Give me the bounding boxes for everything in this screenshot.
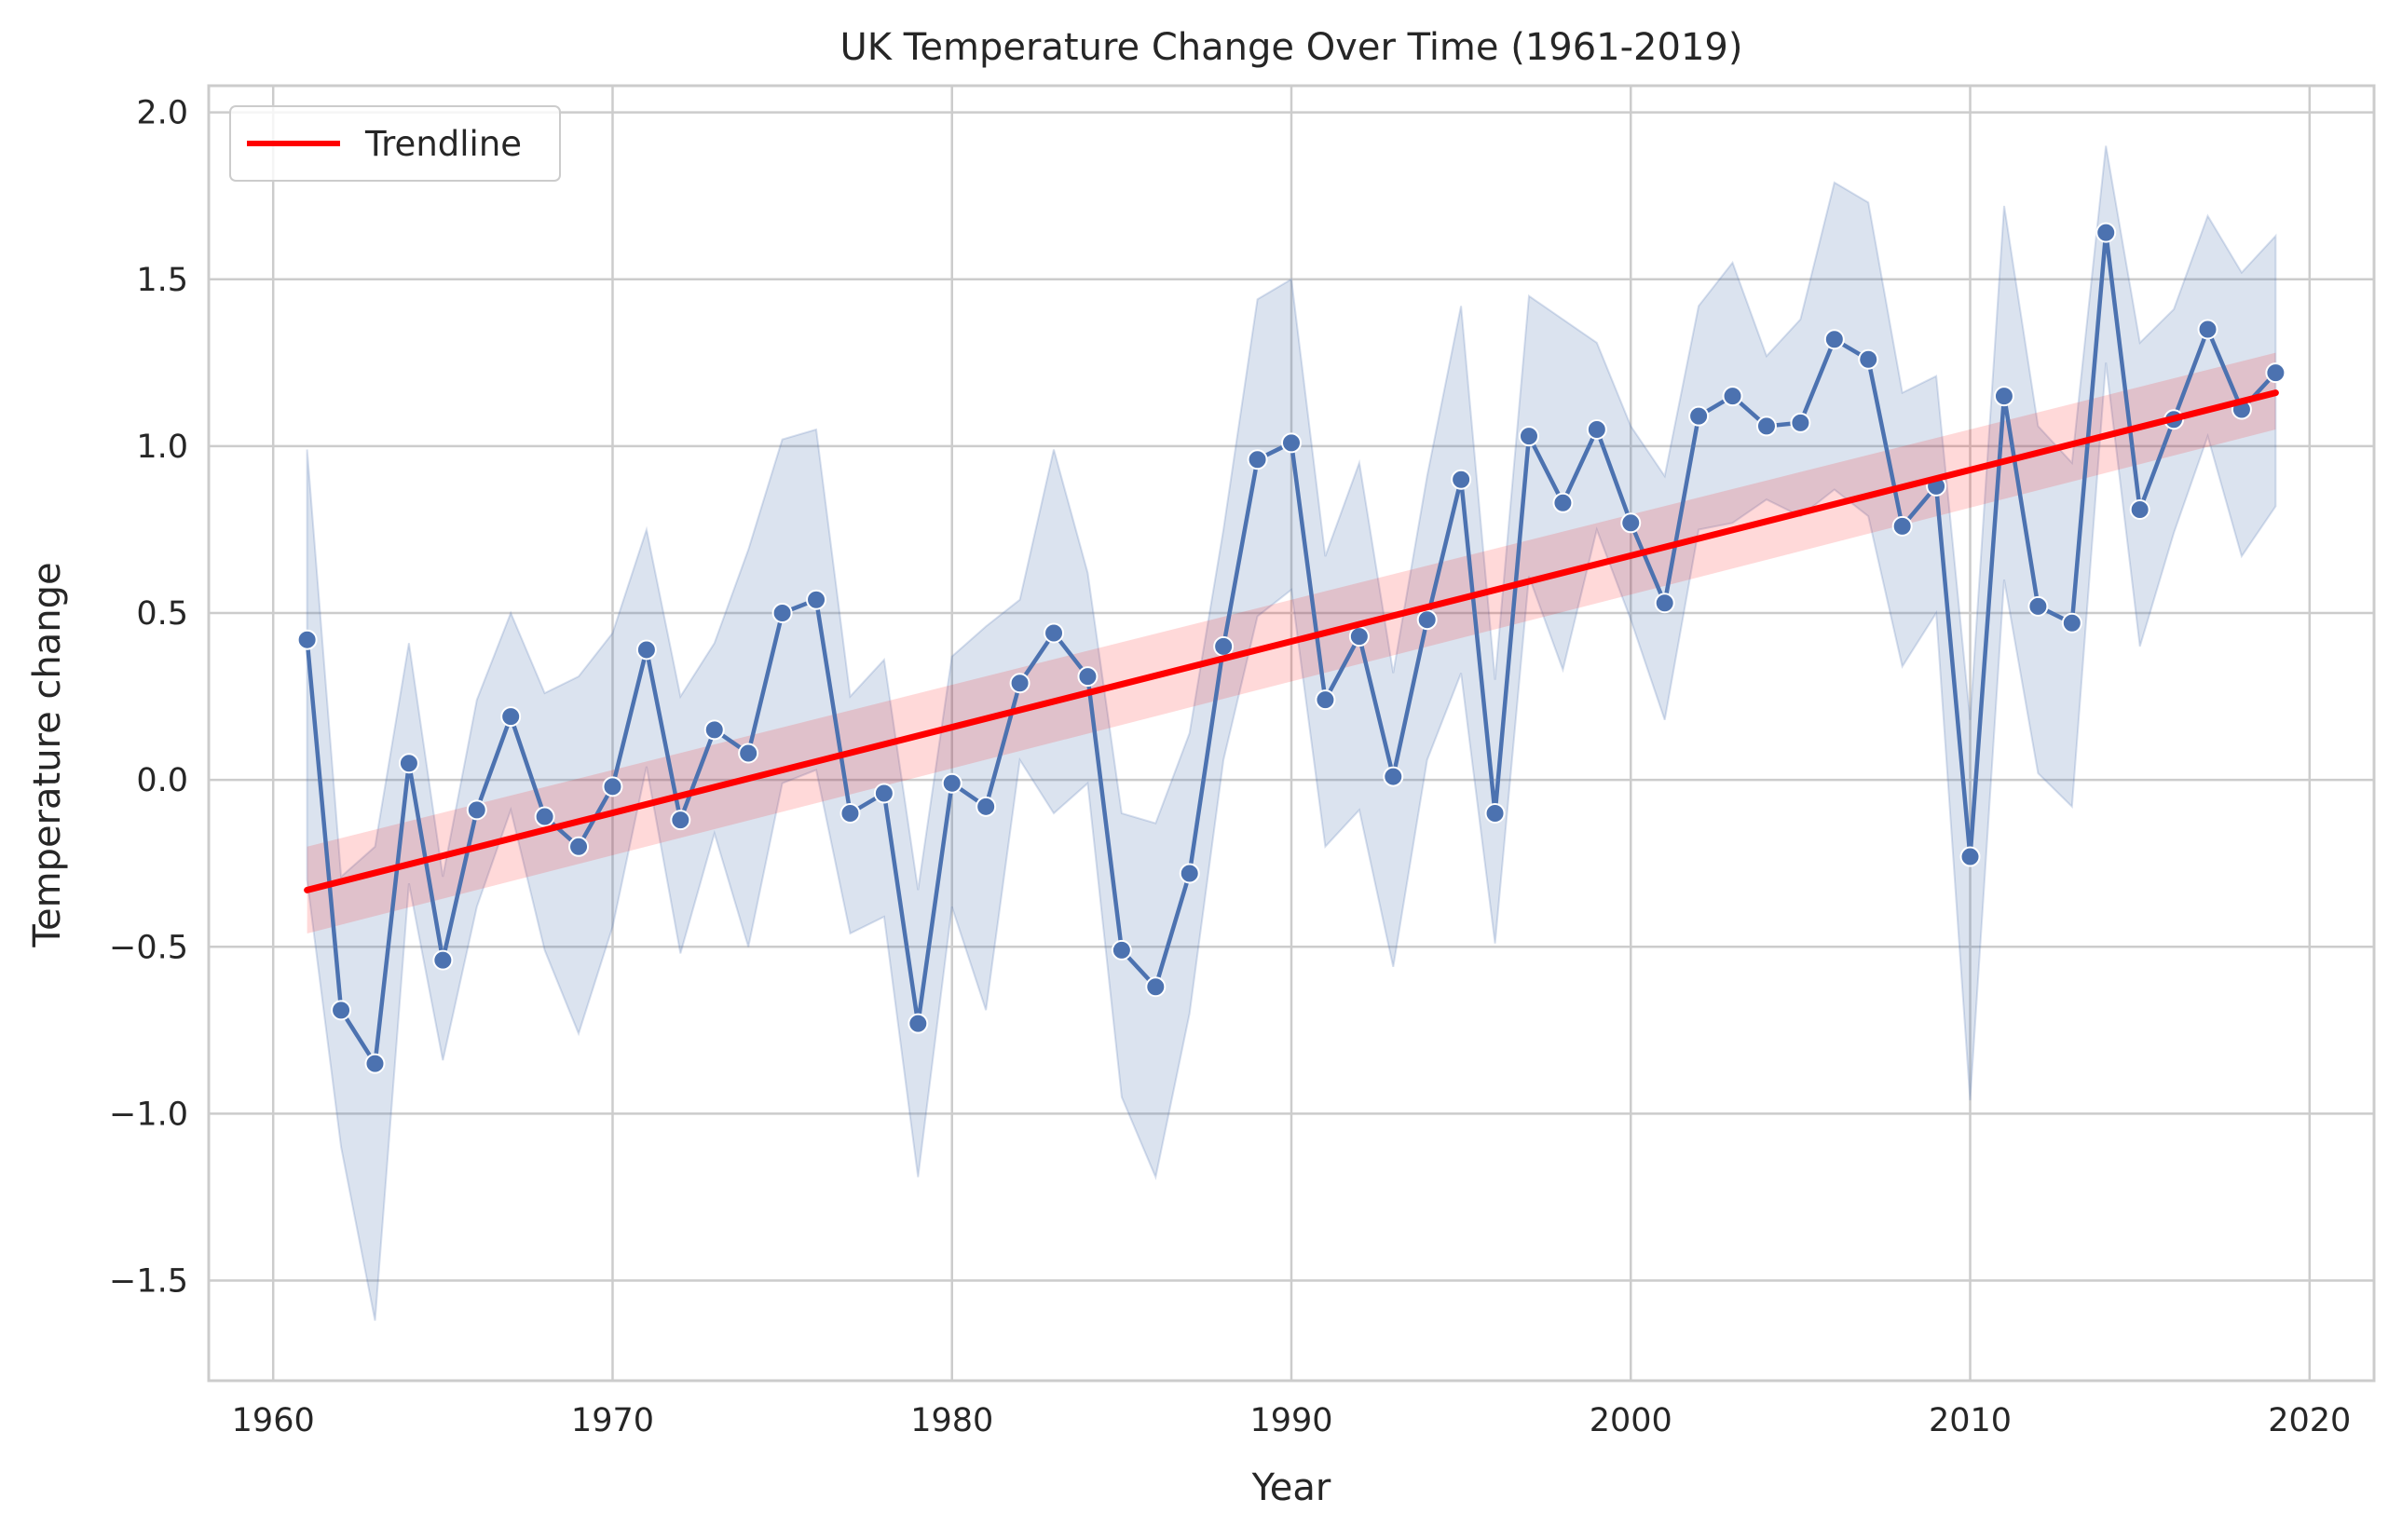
data-point [364, 1053, 386, 1074]
data-point [398, 753, 419, 774]
data-point [2265, 362, 2286, 384]
data-point [1145, 976, 1167, 998]
legend-trendline-label: Trendline [364, 124, 522, 164]
data-point [1688, 405, 1710, 427]
y-axis-label: Temperature change [26, 562, 69, 947]
data-point [839, 802, 861, 824]
data-point [976, 796, 997, 817]
data-point [1179, 863, 1200, 884]
data-point [1009, 673, 1030, 694]
data-point [331, 1000, 352, 1021]
x-tick-label: 1960 [232, 1402, 315, 1439]
data-point [1213, 635, 1235, 657]
legend: Trendline [229, 105, 561, 182]
data-point [1858, 348, 1879, 370]
data-point [1451, 469, 1472, 490]
data-point [534, 806, 555, 827]
tick-labels: 1960 1970 1980 1990 2000 2010 2020 −1.5 −1.0 −0.5… [109, 95, 2351, 1439]
data-point [1891, 515, 1913, 537]
x-tick-label: 2000 [1590, 1402, 1672, 1439]
data-point [1315, 689, 1336, 711]
data-point [1044, 622, 1065, 644]
x-tick-label: 1970 [571, 1402, 654, 1439]
data-point [1518, 426, 1539, 447]
data-point [2129, 498, 2150, 520]
x-tick-label: 2020 [2268, 1402, 2351, 1439]
grid [209, 86, 2374, 1381]
data-point [432, 949, 454, 971]
x-tick-label: 1980 [910, 1402, 993, 1439]
data-point [1790, 412, 1811, 433]
data-point [1281, 432, 1302, 454]
data-point [602, 776, 623, 797]
data-point [1383, 766, 1404, 787]
data-point [2061, 612, 2082, 634]
data-point [500, 706, 522, 728]
data-point [1993, 386, 2014, 407]
data-point [568, 836, 590, 857]
data-point [1077, 666, 1099, 688]
y-tick-label: 2.0 [136, 95, 188, 132]
data-point [1111, 939, 1132, 961]
series-confidence-band [306, 145, 2277, 1321]
data-point [1416, 609, 1438, 631]
data-point [2027, 595, 2049, 617]
y-tick-label: 0.0 [136, 762, 188, 799]
data-point [1823, 329, 1845, 350]
x-tick-label: 1990 [1249, 1402, 1332, 1439]
data-point [2197, 319, 2218, 340]
confidence-band [306, 145, 2277, 1321]
data-point [771, 603, 793, 624]
data-point [1654, 593, 1675, 614]
data-point [908, 1013, 929, 1034]
y-tick-label: −1.5 [109, 1263, 188, 1301]
data-point [1586, 418, 1607, 440]
x-tick-label: 2010 [1929, 1402, 2012, 1439]
data-point [1552, 492, 1574, 513]
data-point [1959, 846, 1981, 867]
data-point [1348, 626, 1370, 647]
y-tick-label: −1.0 [109, 1096, 188, 1133]
data-point [1484, 802, 1506, 824]
data-point [1620, 512, 1642, 534]
y-tick-label: 1.0 [136, 429, 188, 466]
axes [207, 84, 2376, 1383]
data-point [296, 629, 318, 650]
chart-title: UK Temperature Change Over Time (1961-20… [840, 26, 1743, 69]
data-point [873, 783, 894, 804]
legend-box [229, 105, 561, 182]
data-point [703, 719, 725, 741]
data-point [806, 589, 827, 610]
data-point [1722, 386, 1743, 407]
y-tick-label: −0.5 [109, 929, 188, 966]
plot-frame [207, 84, 2376, 1383]
data-point [1247, 449, 1268, 470]
data-point [670, 810, 691, 831]
trendline [304, 389, 2279, 893]
data-point [466, 799, 487, 821]
y-tick-label: 1.5 [136, 262, 188, 299]
x-axis-label: Year [1251, 1466, 1331, 1509]
series-group [296, 222, 2286, 1074]
data-point [941, 772, 962, 794]
data-point [2095, 222, 2117, 243]
y-tick-label: 0.5 [136, 595, 188, 633]
data-point [635, 639, 657, 661]
data-point [1755, 416, 1777, 437]
data-point [738, 743, 759, 764]
